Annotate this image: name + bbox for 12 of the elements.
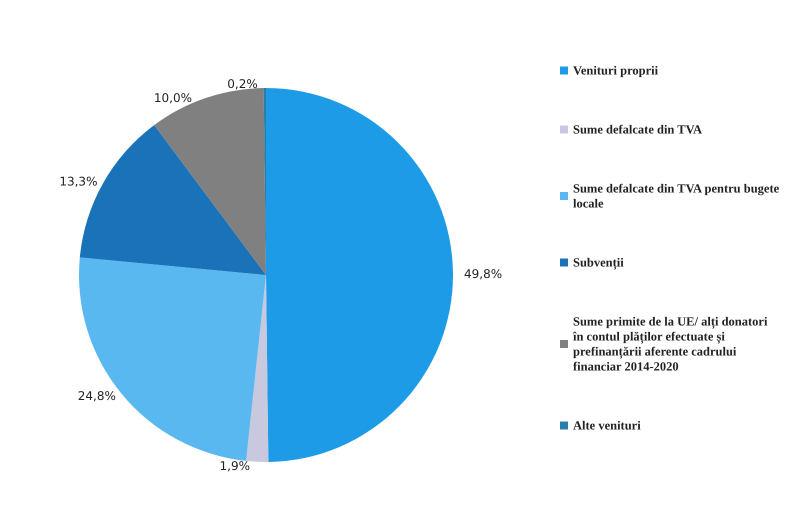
data-label: 13,3% bbox=[59, 174, 98, 188]
legend-label: Sume primite de la UE/ alți donatori în contul plăților efectuate și prefinanțării aferente cadrului financiar 2014-2020 bbox=[572, 314, 771, 374]
legend-label: Alte venituri bbox=[573, 418, 642, 432]
legend-label: Sume defalcate din TVA bbox=[573, 122, 702, 136]
legend-label: Sume defalcate din TVA pentru bugete locale bbox=[573, 182, 782, 210]
data-label: 1,9% bbox=[220, 458, 250, 473]
data-label: 24,8% bbox=[78, 388, 116, 403]
data-label: 0,2% bbox=[227, 77, 258, 92]
legend-label: Venituri proprii bbox=[573, 64, 659, 78]
data-label: 10,0% bbox=[154, 91, 192, 106]
data-label: 49,8% bbox=[464, 266, 502, 281]
legend-label: Subvenții bbox=[573, 256, 624, 270]
